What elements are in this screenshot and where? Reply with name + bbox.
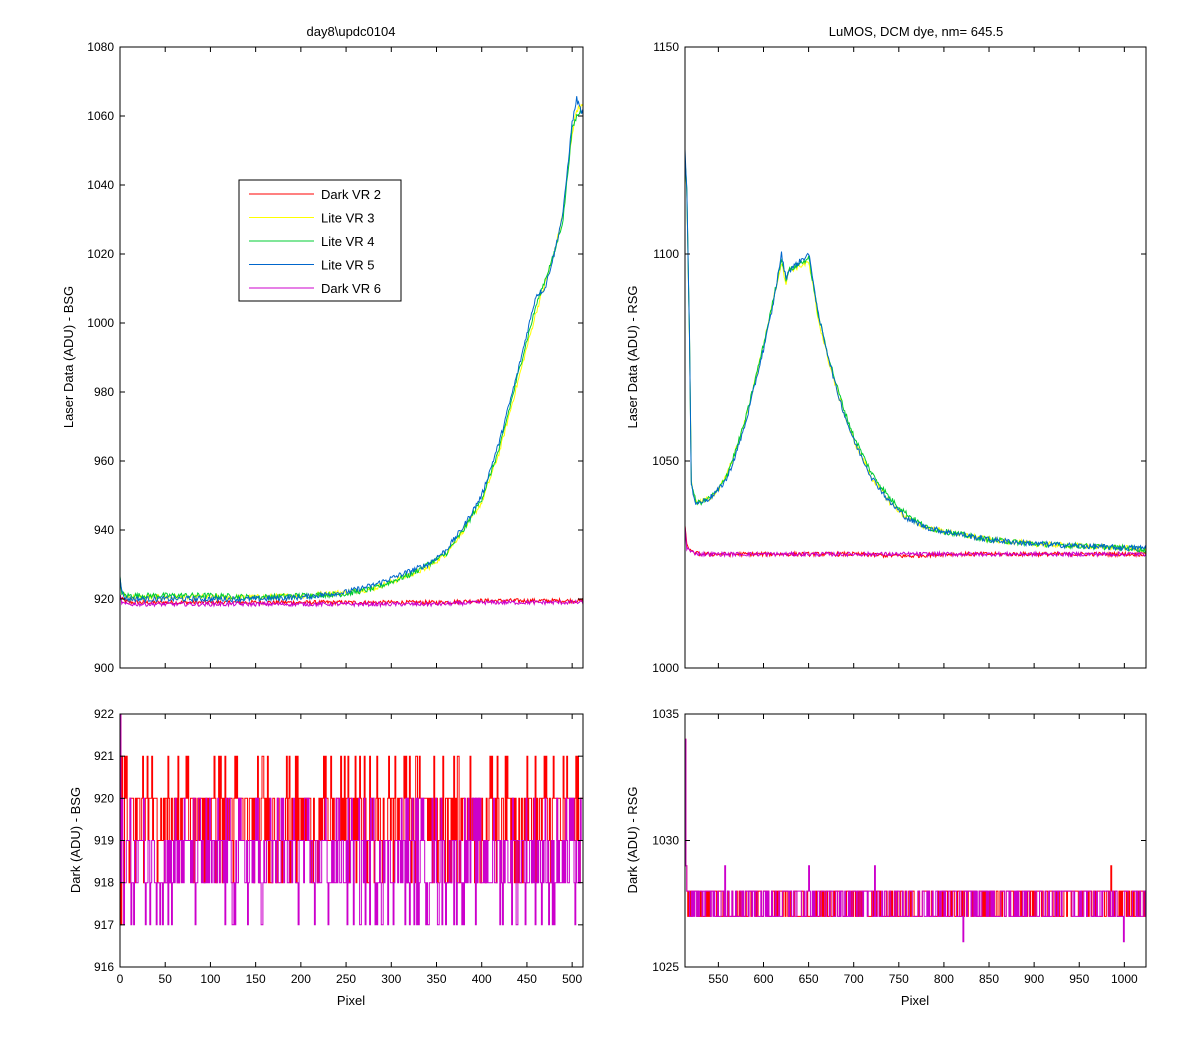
laser-rsg-axes: 1000 1050 1100 1150 xyxy=(652,40,1147,675)
y-tick-label: 920 xyxy=(94,592,114,606)
x-tick-label: 0 xyxy=(117,972,124,986)
dark-bsg-series xyxy=(120,714,583,926)
x-tick-label: 350 xyxy=(426,972,446,986)
y-tick-label: 920 xyxy=(94,791,114,805)
x-tick-label: 600 xyxy=(753,972,773,986)
y-tick-label: 1000 xyxy=(652,661,679,675)
x-tick-label: 850 xyxy=(979,972,999,986)
x-tick-label: 200 xyxy=(291,972,311,986)
laser-rsg-series xyxy=(685,149,1146,559)
x-tick-label: 950 xyxy=(1069,972,1089,986)
y-tick-label: 1025 xyxy=(652,960,679,974)
laser-rsg-title: LuMOS, DCM dye, nm= 645.5 xyxy=(829,24,1004,39)
y-tick-label: 916 xyxy=(94,960,114,974)
series-line-lite-vr-4 xyxy=(120,109,583,602)
y-tick-label: 921 xyxy=(94,749,114,763)
x-tick-label: 400 xyxy=(472,972,492,986)
x-tick-label: 250 xyxy=(336,972,356,986)
legend-label: Lite VR 5 xyxy=(321,258,374,273)
x-tick-label: 800 xyxy=(934,972,954,986)
dark-rsg-axes: 1025 1030 1035 550 600 650 700 750 800 850 900 950 1… xyxy=(652,707,1147,986)
series-line-dark-vr-6 xyxy=(120,714,583,926)
y-tick-label: 1000 xyxy=(87,316,114,330)
x-tick-label: 150 xyxy=(246,972,266,986)
dark-bsg-xlabel: Pixel xyxy=(337,993,365,1008)
dark-bsg-axes: 916 917 918 919 920 921 922 0 50 100 150 200 250 300 3… xyxy=(94,707,584,986)
laser-bsg-title: day8\updc0104 xyxy=(307,24,396,39)
y-tick-label: 918 xyxy=(94,876,114,890)
dark-bsg-ylabel: Dark (ADU) - BSG xyxy=(68,787,83,893)
x-tick-label: 300 xyxy=(381,972,401,986)
dark-rsg-series xyxy=(685,738,1146,943)
y-tick-label: 1030 xyxy=(652,834,679,848)
y-tick-label: 960 xyxy=(94,454,114,468)
series-line-dark-vr-6 xyxy=(685,738,1146,943)
laser-bsg-ylabel: Laser Data (ADU) - BSG xyxy=(61,286,76,428)
axes-frame xyxy=(684,46,1147,669)
series-line-dark-vr-6 xyxy=(120,594,583,609)
x-tick-label: 750 xyxy=(889,972,909,986)
series-line-dark-vr-6 xyxy=(685,526,1146,559)
legend-label: Dark VR 6 xyxy=(321,281,381,296)
y-tick-label: 980 xyxy=(94,385,114,399)
x-tick-label: 450 xyxy=(517,972,537,986)
y-tick-label: 1040 xyxy=(87,178,114,192)
dark-rsg-ylabel: Dark (ADU) - RSG xyxy=(625,787,640,894)
x-tick-label: 50 xyxy=(159,972,173,986)
legend: Dark VR 2 Lite VR 3 Lite VR 4 Lite VR 5 Dark… xyxy=(238,179,402,302)
x-tick-label: 550 xyxy=(708,972,728,986)
x-tick-label: 100 xyxy=(200,972,220,986)
x-tick-label: 650 xyxy=(799,972,819,986)
series-line-lite-vr-5 xyxy=(685,149,1146,552)
legend-label: Dark VR 2 xyxy=(321,187,381,202)
axes-frame xyxy=(119,46,584,669)
y-tick-label: 922 xyxy=(94,707,114,721)
y-tick-label: 919 xyxy=(94,834,114,848)
x-tick-label: 700 xyxy=(844,972,864,986)
series-line-lite-vr-5 xyxy=(120,96,583,604)
x-tick-label: 900 xyxy=(1024,972,1044,986)
y-tick-label: 900 xyxy=(94,661,114,675)
laser-bsg-axes: 900 920 940 960 980 1000 1020 1040 1060 1080 xyxy=(87,40,584,675)
y-tick-label: 1150 xyxy=(653,40,679,54)
y-tick-label: 940 xyxy=(94,523,114,537)
x-tick-label: 1000 xyxy=(1111,972,1138,986)
y-tick-label: 917 xyxy=(94,918,114,932)
legend-label: Lite VR 3 xyxy=(321,211,374,226)
y-tick-label: 1060 xyxy=(87,109,114,123)
series-line-lite-vr-4 xyxy=(685,159,1146,554)
laser-bsg-series xyxy=(120,96,583,609)
y-tick-label: 1020 xyxy=(87,247,114,261)
y-tick-label: 1100 xyxy=(653,247,679,261)
y-tick-label: 1080 xyxy=(87,40,114,54)
x-tick-label: 500 xyxy=(562,972,582,986)
y-tick-label: 1035 xyxy=(652,707,679,721)
y-tick-label: 1050 xyxy=(652,454,679,468)
dark-rsg-xlabel: Pixel xyxy=(901,993,929,1008)
legend-label: Lite VR 4 xyxy=(321,234,374,249)
laser-rsg-ylabel: Laser Data (ADU) - RSG xyxy=(625,285,640,428)
